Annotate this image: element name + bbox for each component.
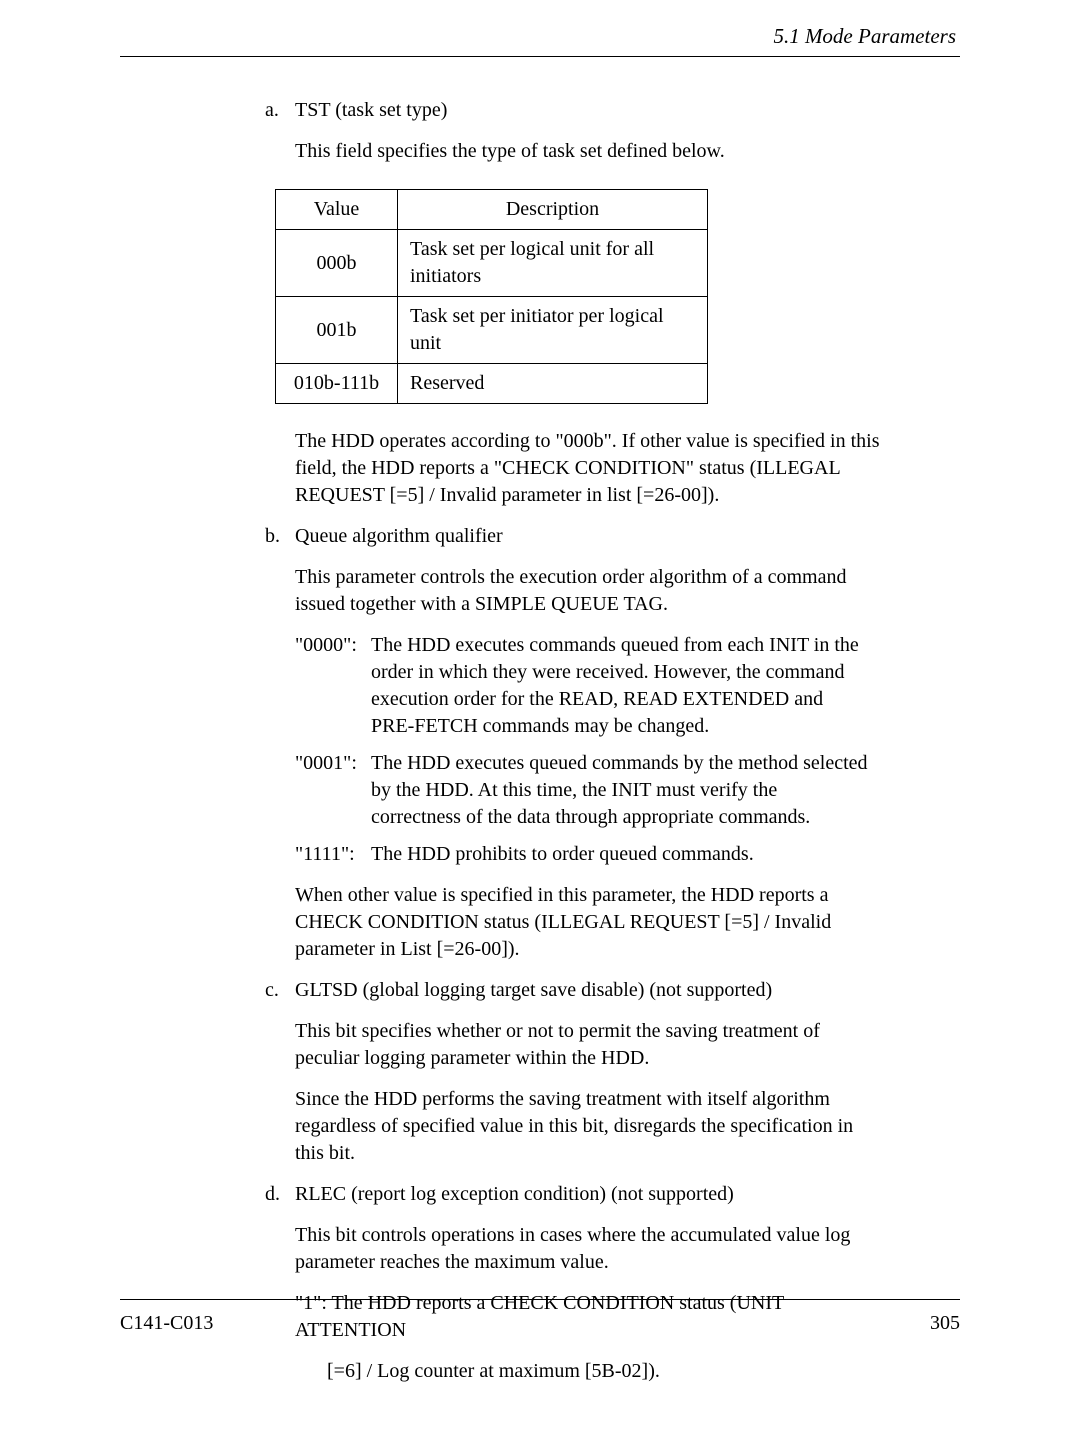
definition-row: "1111": The HDD prohibits to order queue… xyxy=(295,841,960,868)
item-title: Queue algorithm qualifier xyxy=(295,523,960,550)
item-a: a. TST (task set type) xyxy=(265,97,960,124)
item-title: TST (task set type) xyxy=(295,97,960,124)
definition-key: "0000": xyxy=(295,632,371,740)
footer: C141-C013 305 xyxy=(120,1299,960,1337)
table-cell: 010b-111b xyxy=(276,364,398,404)
item-c: c. GLTSD (global logging target save dis… xyxy=(265,977,960,1004)
item-c-p1: This bit specifies whether or not to per… xyxy=(295,1018,885,1072)
page: 5.1 Mode Parameters a. TST (task set typ… xyxy=(0,0,1080,1445)
item-d-one-2: [=6] / Log counter at maximum [5B-02]). xyxy=(295,1358,875,1385)
header-section: 5.1 Mode Parameters xyxy=(120,22,960,50)
item-c-p2: Since the HDD performs the saving treatm… xyxy=(295,1086,885,1167)
item-letter: b. xyxy=(265,523,295,550)
item-b: b. Queue algorithm qualifier xyxy=(265,523,960,550)
item-a-lead: This field specifies the type of task se… xyxy=(295,138,885,165)
definition-key: "1111": xyxy=(295,841,371,868)
table-cell: 001b xyxy=(276,297,398,364)
definition-val: The HDD executes queued commands by the … xyxy=(371,750,871,831)
item-b-lead: This parameter controls the execution or… xyxy=(295,564,885,618)
table-cell: Reserved xyxy=(398,364,708,404)
definition-val: The HDD prohibits to order queued comman… xyxy=(371,841,871,868)
table-cell: Task set per logical unit for all initia… xyxy=(398,230,708,297)
table-row: 010b-111b Reserved xyxy=(276,364,708,404)
tst-table: Value Description 000b Task set per logi… xyxy=(275,189,708,404)
item-b-tail: When other value is specified in this pa… xyxy=(295,882,885,963)
definition-row: "0001": The HDD executes queued commands… xyxy=(295,750,960,831)
table-header: Value xyxy=(276,190,398,230)
item-letter: c. xyxy=(265,977,295,1004)
item-letter: d. xyxy=(265,1181,295,1208)
table-row: 000b Task set per logical unit for all i… xyxy=(276,230,708,297)
definition-key: "0001": xyxy=(295,750,371,831)
footer-right: 305 xyxy=(930,1310,960,1337)
table-row: 001b Task set per initiator per logical … xyxy=(276,297,708,364)
item-a-tail: The HDD operates according to "000b". If… xyxy=(295,428,885,509)
table-header: Description xyxy=(398,190,708,230)
item-d: d. RLEC (report log exception condition)… xyxy=(265,1181,960,1208)
item-title: GLTSD (global logging target save disabl… xyxy=(295,977,960,1004)
rule-top xyxy=(120,56,960,57)
item-letter: a. xyxy=(265,97,295,124)
item-d-p1: This bit controls operations in cases wh… xyxy=(295,1222,885,1276)
content: a. TST (task set type) This field specif… xyxy=(120,97,960,1385)
table-cell: Task set per initiator per logical unit xyxy=(398,297,708,364)
definition-row: "0000": The HDD executes commands queued… xyxy=(295,632,960,740)
footer-left: C141-C013 xyxy=(120,1310,213,1337)
rule-bottom xyxy=(120,1299,960,1300)
definition-val: The HDD executes commands queued from ea… xyxy=(371,632,871,740)
item-title: RLEC (report log exception condition) (n… xyxy=(295,1181,960,1208)
table-cell: 000b xyxy=(276,230,398,297)
